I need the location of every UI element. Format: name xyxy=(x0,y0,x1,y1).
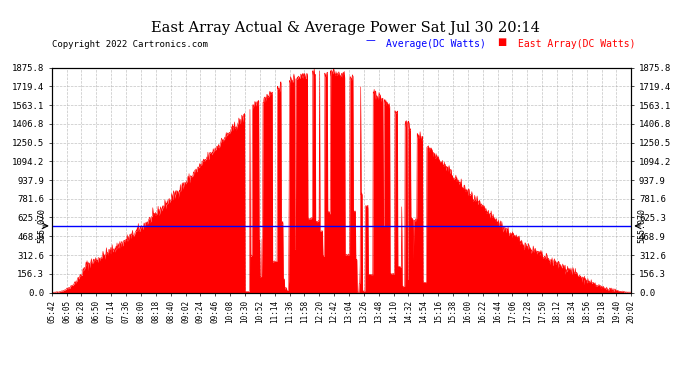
Text: Copyright 2022 Cartronics.com: Copyright 2022 Cartronics.com xyxy=(52,40,208,49)
Text: 555.070: 555.070 xyxy=(37,209,46,243)
Text: 555.070: 555.070 xyxy=(637,209,647,243)
Text: East Array(DC Watts): East Array(DC Watts) xyxy=(518,39,635,49)
Text: East Array Actual & Average Power Sat Jul 30 20:14: East Array Actual & Average Power Sat Ju… xyxy=(150,21,540,34)
Text: Average(DC Watts): Average(DC Watts) xyxy=(386,39,486,49)
Text: —: — xyxy=(366,35,375,45)
Text: ■: ■ xyxy=(497,37,506,47)
